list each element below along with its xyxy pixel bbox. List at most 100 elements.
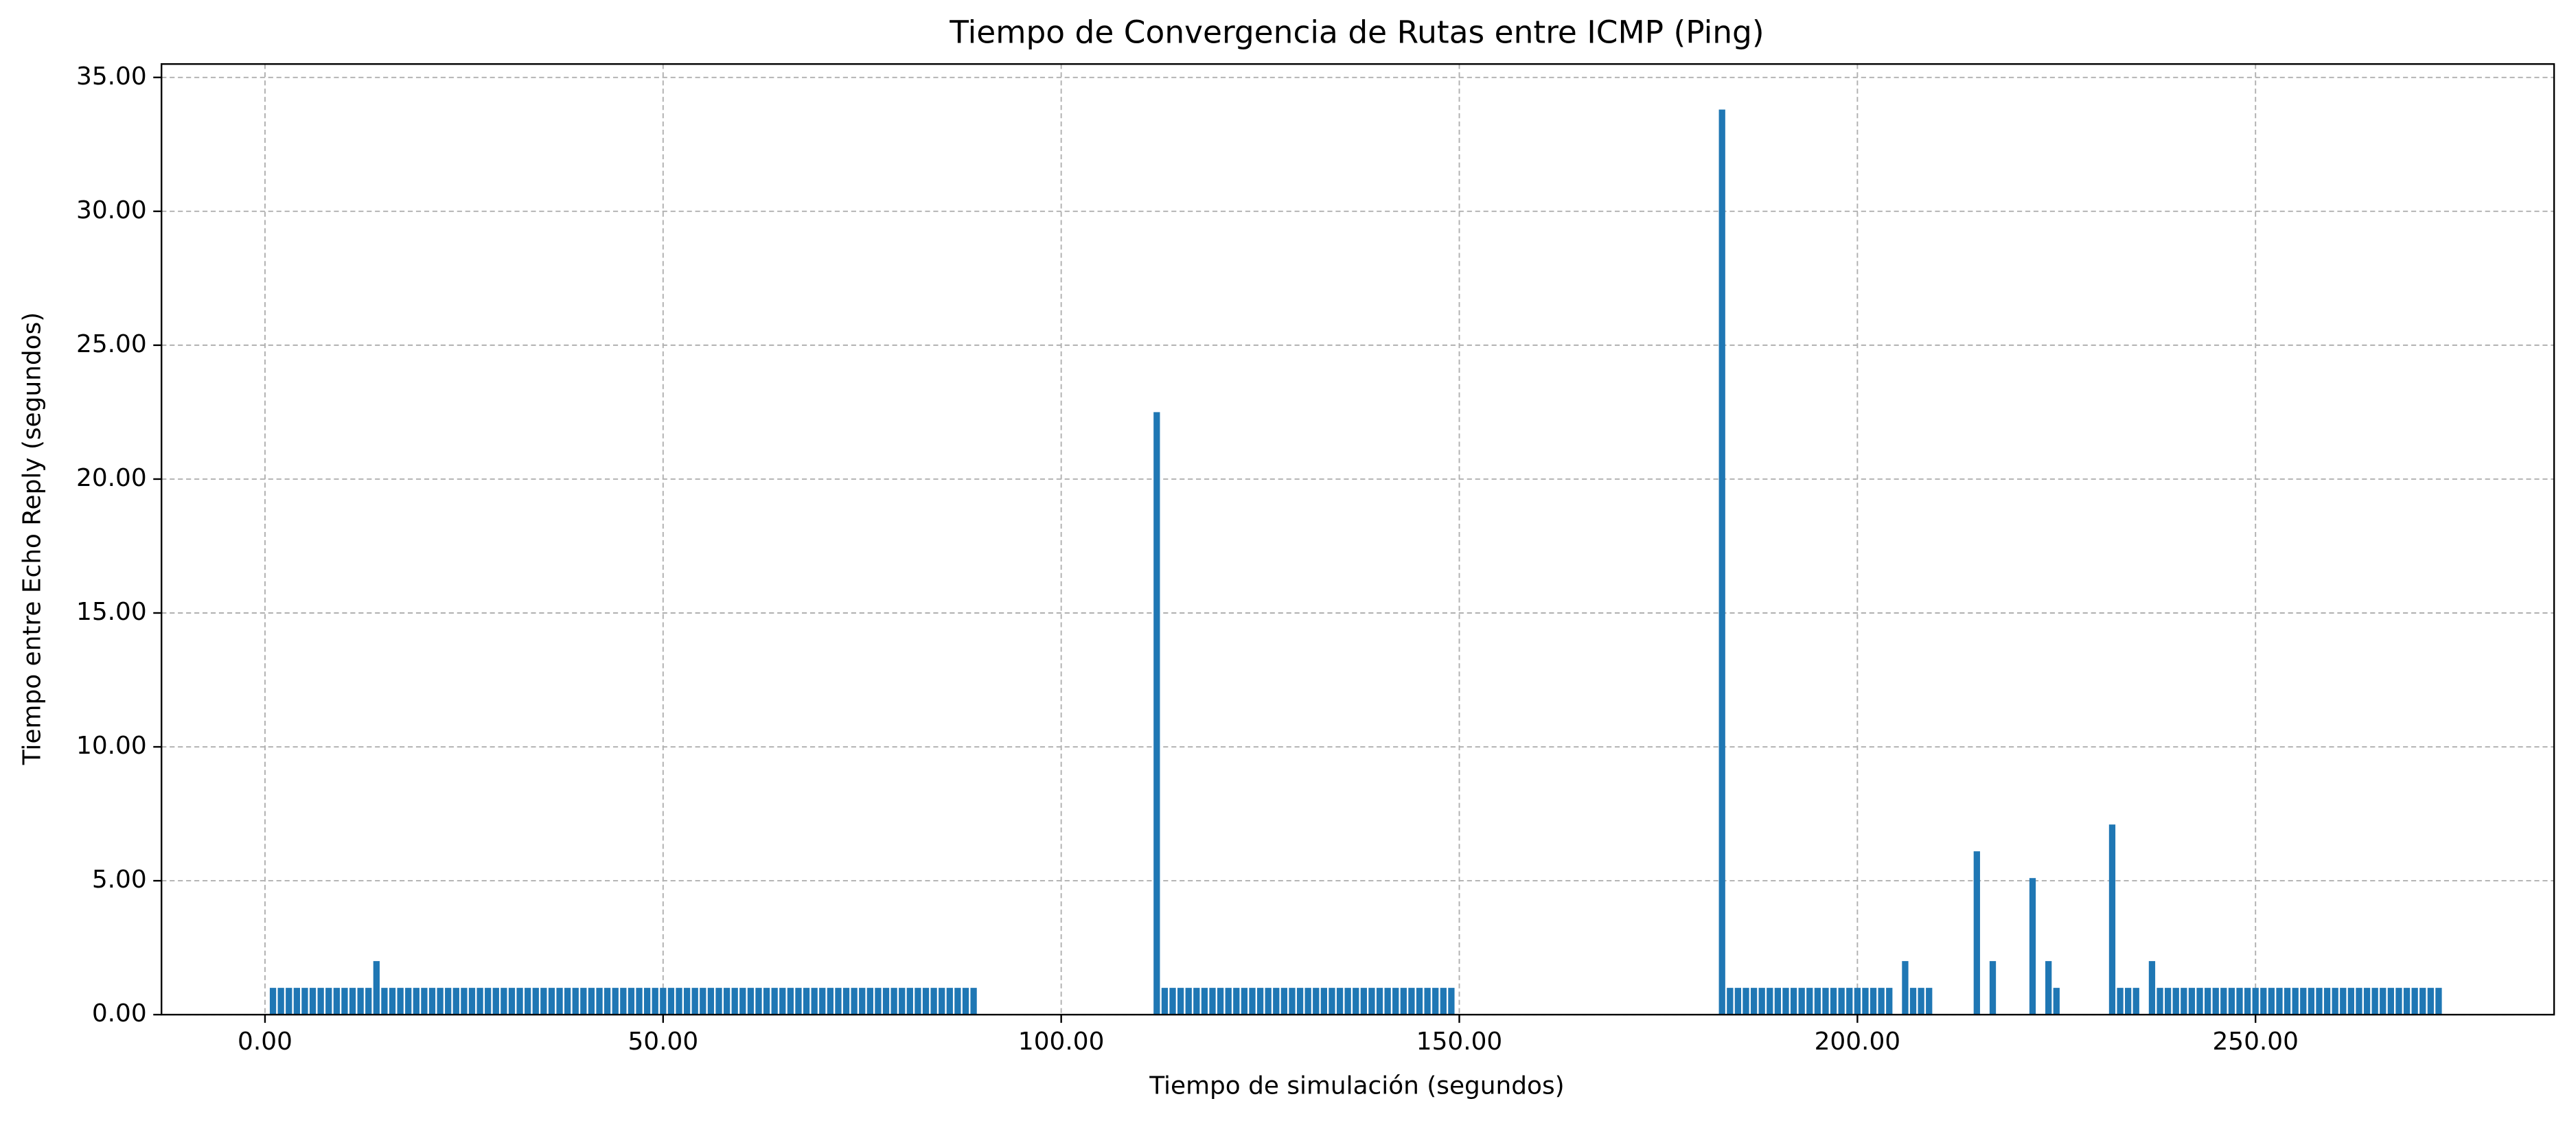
bar [2395, 988, 2402, 1015]
bar [1336, 988, 1344, 1015]
y-tick-label: 5.00 [92, 866, 147, 894]
bar [588, 988, 595, 1015]
bar [2316, 988, 2323, 1015]
bar [2164, 988, 2172, 1015]
bar [842, 988, 850, 1015]
bar [277, 988, 284, 1015]
bar [445, 988, 452, 1015]
bar [580, 988, 587, 1015]
bar [939, 988, 945, 1015]
bar [723, 988, 731, 1015]
bar [2148, 961, 2156, 1015]
bar [1743, 988, 1749, 1015]
bar [301, 988, 308, 1015]
bar [1304, 988, 1311, 1015]
bar [811, 988, 818, 1015]
bar [691, 988, 698, 1015]
bar [2132, 988, 2139, 1015]
bar [906, 988, 913, 1015]
bar [2244, 988, 2251, 1015]
bar [1448, 988, 1455, 1015]
bar [1806, 988, 1813, 1015]
bar [1846, 988, 1853, 1015]
bar [1384, 988, 1391, 1015]
bar [700, 988, 706, 1015]
bar [1440, 988, 1447, 1015]
bar [2181, 988, 2187, 1015]
bar [660, 988, 667, 1015]
bar [468, 988, 476, 1015]
bar [532, 988, 539, 1015]
bar [707, 988, 715, 1015]
bar [922, 988, 930, 1015]
bar [1822, 988, 1829, 1015]
bar [2308, 988, 2315, 1015]
bar [970, 988, 977, 1015]
bar [1392, 988, 1399, 1015]
bar [1870, 988, 1877, 1015]
bar [1416, 988, 1423, 1015]
bar [1973, 851, 1980, 1015]
bar [1153, 412, 1160, 1015]
bar [1750, 988, 1758, 1015]
bar [755, 988, 762, 1015]
bar [2268, 988, 2275, 1015]
bar [2212, 988, 2219, 1015]
bar [1926, 988, 1933, 1015]
bar [1185, 988, 1192, 1015]
bar [946, 988, 953, 1015]
bar [421, 988, 428, 1015]
bar [365, 988, 372, 1015]
bar [389, 988, 396, 1015]
bar [1193, 988, 1200, 1015]
bar [381, 988, 388, 1015]
bar [1798, 988, 1805, 1015]
bar [1408, 988, 1415, 1015]
x-tick-label: 200.00 [1815, 1028, 1900, 1056]
bar [461, 988, 468, 1015]
bar [1782, 988, 1789, 1015]
bar [1989, 961, 1997, 1015]
x-tick-label: 150.00 [1416, 1028, 1502, 1056]
bar [2276, 988, 2283, 1015]
bar [1758, 988, 1765, 1015]
bar [1256, 988, 1264, 1015]
bar [1249, 988, 1256, 1015]
bar [954, 988, 961, 1015]
bar [2260, 988, 2267, 1015]
plot-frame [161, 63, 2555, 1016]
bar [525, 988, 531, 1015]
bar [492, 988, 499, 1015]
bar [835, 988, 842, 1015]
bar [2363, 988, 2371, 1015]
bar [636, 988, 643, 1015]
bar [564, 988, 571, 1015]
bar [1169, 988, 1176, 1015]
bar [899, 988, 906, 1015]
bar [373, 961, 380, 1015]
bar [1376, 988, 1383, 1015]
bar [548, 988, 555, 1015]
bar [413, 988, 419, 1015]
bar [2300, 988, 2307, 1015]
bar [851, 988, 858, 1015]
bar [1790, 988, 1797, 1015]
bar [2228, 988, 2235, 1015]
bar [915, 988, 921, 1015]
bar [2125, 988, 2132, 1015]
y-tick-label: 35.00 [76, 62, 147, 91]
y-tick-label: 30.00 [76, 196, 147, 224]
bar [286, 988, 292, 1015]
bar [452, 988, 459, 1015]
bar [2220, 988, 2227, 1015]
bar [731, 988, 738, 1015]
bar [1918, 988, 1924, 1015]
bar [1424, 988, 1431, 1015]
bar [882, 988, 890, 1015]
bar [1830, 988, 1837, 1015]
bar [1854, 988, 1861, 1015]
bar [508, 988, 516, 1015]
bar [516, 988, 523, 1015]
x-tick-label: 0.00 [238, 1028, 292, 1056]
